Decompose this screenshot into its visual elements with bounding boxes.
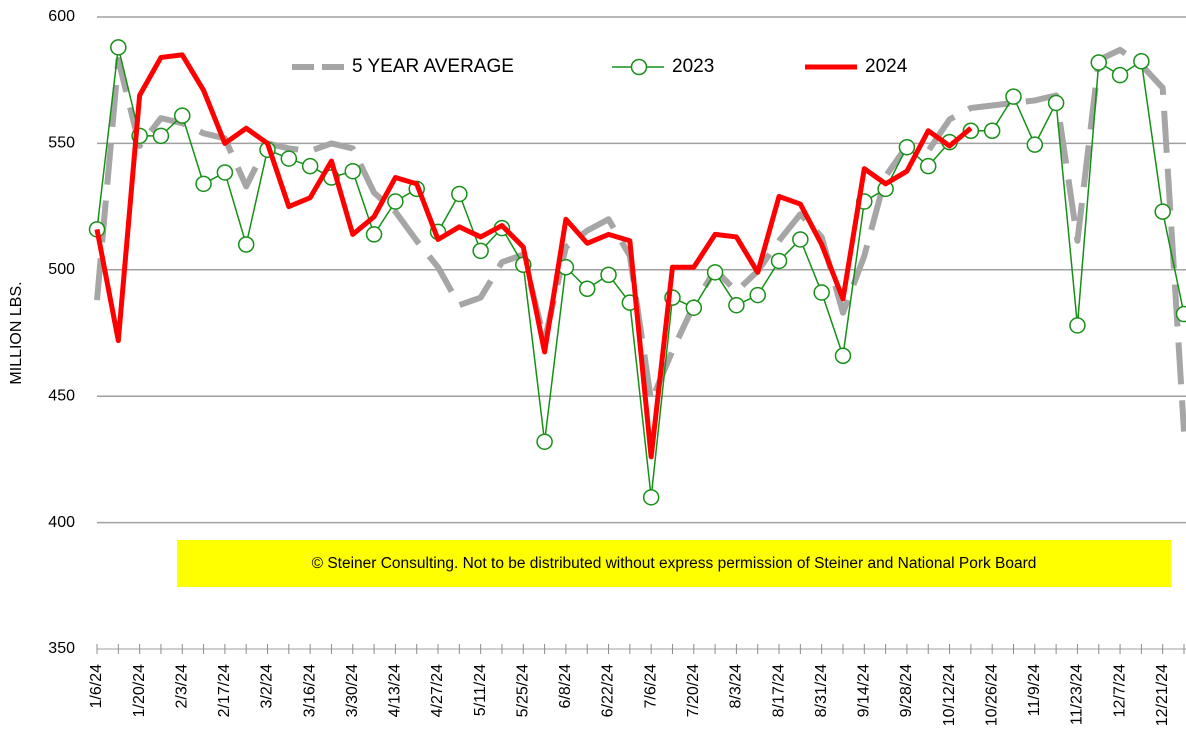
series-marker bbox=[195, 175, 212, 193]
x-tick-label: 6/22/24 bbox=[600, 664, 617, 717]
x-tick-label: 3/2/24 bbox=[259, 664, 276, 709]
y-tick-label: 350 bbox=[48, 640, 75, 657]
series-marker bbox=[749, 286, 766, 304]
annotation-box bbox=[177, 540, 1171, 587]
x-tick-label: 9/14/24 bbox=[856, 664, 873, 717]
series-line bbox=[96, 46, 1185, 499]
legend-label: 5 YEAR AVERAGE bbox=[352, 56, 514, 77]
y-tick-label: 600 bbox=[48, 8, 75, 25]
x-tick-label: 3/16/24 bbox=[301, 664, 318, 717]
x-tick-label: 11/23/24 bbox=[1069, 664, 1086, 725]
series-marker bbox=[600, 266, 617, 284]
series-marker bbox=[1047, 94, 1065, 112]
x-tick-label: 10/12/24 bbox=[941, 664, 958, 726]
x-tick-label: 8/17/24 bbox=[770, 664, 787, 717]
series-marker bbox=[301, 157, 319, 175]
series-marker bbox=[706, 264, 724, 281]
x-tick-label: 12/7/24 bbox=[1111, 664, 1128, 717]
legend-label: 2023 bbox=[672, 56, 714, 77]
x-tick-label: 6/8/24 bbox=[557, 664, 574, 709]
series-marker bbox=[578, 280, 596, 298]
x-tick-label: 5/25/24 bbox=[514, 664, 531, 717]
series-marker bbox=[237, 236, 255, 253]
x-tick-label: 2/17/24 bbox=[216, 664, 233, 717]
y-tick-label: 550 bbox=[48, 135, 75, 152]
series-marker bbox=[1069, 317, 1086, 334]
series-marker bbox=[174, 107, 191, 124]
x-tick-label: 1/20/24 bbox=[131, 664, 148, 717]
y-tick-label: 400 bbox=[48, 514, 75, 531]
series-marker bbox=[813, 284, 830, 301]
annotation: © Steiner Consulting. Not to be distribu… bbox=[312, 555, 1037, 572]
series-marker bbox=[280, 150, 298, 167]
series-marker bbox=[834, 347, 852, 365]
series-marker bbox=[728, 296, 745, 314]
x-tick-label: 2/3/24 bbox=[173, 664, 190, 709]
legend-label: 2024 bbox=[865, 56, 908, 77]
series-line bbox=[94, 46, 1186, 432]
series-marker bbox=[472, 242, 489, 260]
series-marker bbox=[1005, 88, 1022, 105]
series-marker bbox=[642, 489, 660, 506]
series-marker bbox=[110, 39, 127, 56]
x-tick-label: 7/20/24 bbox=[685, 664, 702, 717]
x-tick-label: 12/21/24 bbox=[1154, 664, 1171, 726]
series-marker bbox=[344, 162, 362, 180]
series-marker bbox=[152, 127, 170, 145]
x-tick-label: 3/30/24 bbox=[344, 664, 361, 717]
x-tick-label: 8/31/24 bbox=[813, 664, 830, 717]
y-tick-label: 450 bbox=[48, 387, 75, 404]
series-marker bbox=[1111, 66, 1129, 84]
legend-marker bbox=[630, 58, 648, 76]
series-marker bbox=[898, 138, 916, 156]
x-tick-label: 1/6/24 bbox=[88, 664, 105, 709]
series-marker bbox=[685, 299, 703, 316]
x-tick-label: 10/26/24 bbox=[983, 664, 1000, 726]
series-marker bbox=[1175, 305, 1186, 323]
x-tick-label: 5/11/24 bbox=[472, 664, 489, 716]
y-axis-label: MILLION LBS. bbox=[8, 281, 25, 384]
x-tick-label: 4/27/24 bbox=[429, 664, 446, 717]
series-marker bbox=[792, 231, 809, 248]
series-line bbox=[94, 52, 973, 460]
series-marker bbox=[1026, 136, 1044, 153]
series-marker bbox=[919, 157, 937, 175]
series-marker bbox=[983, 122, 1001, 140]
x-tick-label: 11/9/24 bbox=[1026, 664, 1043, 716]
series-marker bbox=[1154, 203, 1171, 220]
series-marker bbox=[365, 226, 383, 243]
series-marker bbox=[451, 185, 468, 203]
series-marker bbox=[1133, 52, 1150, 70]
x-tick-label: 7/6/24 bbox=[642, 664, 659, 709]
series-marker bbox=[387, 193, 404, 210]
series-marker bbox=[216, 164, 234, 181]
y-tick-label: 500 bbox=[48, 261, 75, 278]
series-marker bbox=[536, 433, 553, 450]
x-tick-label: 4/13/24 bbox=[387, 664, 404, 717]
x-tick-label: 9/28/24 bbox=[898, 664, 915, 717]
series-marker bbox=[1090, 54, 1107, 71]
series-marker bbox=[770, 252, 788, 270]
x-tick-label: 8/3/24 bbox=[728, 664, 745, 709]
